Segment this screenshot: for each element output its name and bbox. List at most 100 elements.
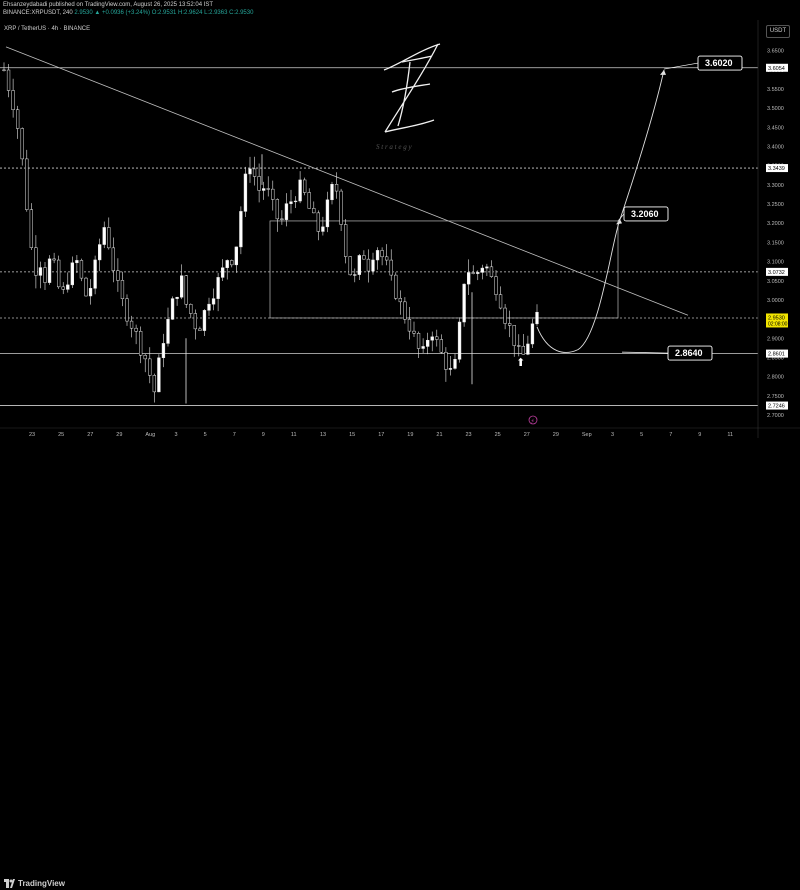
level-price-box bbox=[766, 401, 788, 410]
candle-body bbox=[129, 320, 134, 329]
price-tick-label: 2.7000 bbox=[767, 413, 784, 419]
candle-body bbox=[262, 188, 266, 191]
time-axis: 23 25 27 29 Aug 3 5 7 9 11 13 15 17 19 21 23 25 27 29 Sep 3 5… bbox=[0, 26, 800, 438]
tradingview-icon bbox=[4, 879, 15, 888]
candle-body bbox=[366, 258, 371, 272]
candle-body bbox=[412, 330, 416, 334]
candle-body bbox=[289, 201, 293, 204]
projection-path: ⬆⚡ bbox=[516, 69, 666, 425]
candle-body bbox=[280, 218, 284, 220]
candle-body bbox=[107, 227, 111, 249]
target-box bbox=[623, 206, 669, 222]
level-price-label: 2.8601 bbox=[768, 352, 785, 358]
candle-body bbox=[166, 319, 170, 344]
candle-body bbox=[198, 328, 202, 331]
candle-body bbox=[184, 275, 188, 305]
candle-body bbox=[380, 250, 384, 258]
candle-body bbox=[52, 258, 56, 261]
time-tick-label: 15 bbox=[349, 432, 355, 438]
candle-body bbox=[444, 351, 448, 370]
candle-body bbox=[139, 331, 143, 356]
time-tick-label: Sep bbox=[582, 432, 592, 438]
candle-body bbox=[330, 184, 334, 201]
target-label: 3.6020 bbox=[705, 58, 733, 68]
candle-body bbox=[457, 321, 462, 360]
time-tick-label: 3 bbox=[175, 432, 178, 438]
candle-body bbox=[498, 294, 503, 309]
candle-body bbox=[221, 267, 225, 278]
candle-body bbox=[489, 266, 494, 277]
time-tick-label: 9 bbox=[262, 432, 265, 438]
candle-body bbox=[225, 260, 229, 268]
candle-body bbox=[394, 274, 398, 299]
time-tick-label: 3 bbox=[611, 432, 614, 438]
price-tick-label: 3.0500 bbox=[767, 279, 784, 285]
time-tick-label: 29 bbox=[116, 432, 122, 438]
price-tick-label: 3.4500 bbox=[767, 125, 784, 131]
candle-body bbox=[521, 345, 525, 355]
level-price-label: 3.6054 bbox=[768, 66, 785, 72]
tradingview-logo[interactable]: TradingView bbox=[4, 879, 65, 888]
candle-body bbox=[252, 168, 257, 177]
candle-body bbox=[284, 203, 289, 220]
level-price-label: 2.7246 bbox=[768, 404, 785, 410]
price-chart[interactable]: ⬆⚡ S t r a t e g y 3.65003.60003.55003.5… bbox=[0, 0, 800, 456]
time-tick-label: 29 bbox=[553, 432, 559, 438]
candle-body bbox=[239, 211, 243, 248]
event-marker-icon bbox=[528, 415, 538, 425]
candle-body bbox=[426, 339, 430, 347]
candle-body bbox=[134, 327, 138, 332]
level-price-box bbox=[766, 267, 788, 276]
candle-body bbox=[467, 272, 471, 285]
candle-body bbox=[448, 368, 453, 370]
candle-body bbox=[75, 260, 79, 264]
candle-body bbox=[148, 358, 152, 376]
candle-body bbox=[325, 199, 330, 228]
price-tick-label: 3.1000 bbox=[767, 260, 784, 266]
candle-body bbox=[57, 259, 61, 288]
candle-body bbox=[88, 288, 93, 297]
candle-body bbox=[526, 343, 530, 355]
candle-body bbox=[175, 296, 179, 299]
last-price-box bbox=[766, 313, 788, 328]
candle-body bbox=[34, 247, 38, 276]
candle-body bbox=[70, 262, 74, 286]
candle-body bbox=[102, 227, 106, 245]
price-tick-label: 3.3000 bbox=[767, 183, 784, 189]
candles bbox=[2, 62, 539, 404]
candle-body bbox=[462, 283, 466, 323]
candle-body bbox=[508, 323, 512, 326]
brand-label: TradingView bbox=[18, 879, 65, 888]
candle-body bbox=[271, 188, 275, 200]
candle-body bbox=[321, 226, 325, 232]
candle-body bbox=[216, 277, 220, 299]
footer: TradingView bbox=[0, 438, 800, 888]
candle-body bbox=[98, 244, 102, 261]
candle-body bbox=[476, 272, 480, 274]
candle-body bbox=[243, 173, 248, 212]
candle-body bbox=[371, 259, 375, 272]
candle-body bbox=[125, 298, 129, 322]
candle-body bbox=[334, 184, 339, 192]
candle-body bbox=[530, 323, 535, 345]
time-tick-label: 25 bbox=[495, 432, 501, 438]
candle-body bbox=[84, 277, 88, 297]
level-price-box bbox=[766, 349, 788, 358]
time-tick-label: 17 bbox=[378, 432, 384, 438]
time-tick-label: 13 bbox=[320, 432, 326, 438]
horizontal-levels bbox=[0, 67, 758, 406]
price-tick-label: 2.7500 bbox=[767, 394, 784, 400]
candle-body bbox=[25, 158, 29, 210]
target-label: 3.2060 bbox=[631, 209, 659, 219]
candle-body bbox=[207, 303, 211, 311]
candle-body bbox=[503, 307, 507, 324]
candle-body bbox=[307, 192, 311, 209]
projection-arrowhead bbox=[616, 219, 622, 225]
currency-button[interactable]: USDT bbox=[766, 25, 790, 38]
candle-body bbox=[61, 286, 65, 290]
target-box bbox=[667, 345, 713, 361]
time-tick-label: 11 bbox=[291, 432, 297, 438]
candle-body bbox=[38, 267, 43, 276]
price-tick-label: 3.5000 bbox=[767, 106, 784, 112]
target-leader-line bbox=[617, 213, 625, 222]
